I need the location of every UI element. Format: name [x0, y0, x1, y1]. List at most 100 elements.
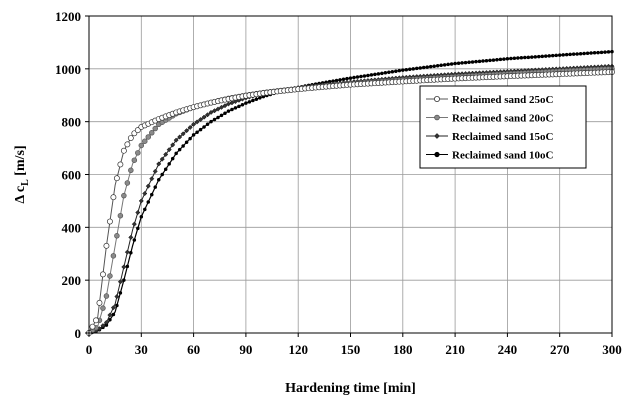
data-point [411, 67, 416, 71]
data-point [449, 62, 454, 66]
data-point [512, 56, 517, 61]
axis-ticks [85, 15, 613, 337]
data-point [251, 98, 255, 103]
data-point [156, 161, 162, 167]
legend-label: Reclaimed sand 20oC [452, 113, 554, 125]
y-tick-label: 800 [62, 115, 82, 130]
data-point [195, 130, 199, 134]
data-point [181, 144, 185, 148]
data-point [107, 273, 113, 279]
data-point [138, 198, 144, 204]
data-point [114, 293, 120, 300]
data-point [550, 53, 555, 58]
data-point [484, 58, 489, 63]
data-point [153, 185, 157, 189]
data-point [122, 278, 126, 282]
data-point [159, 156, 165, 162]
data-point [460, 61, 464, 65]
y-tick-label: 1200 [55, 9, 81, 24]
data-point [103, 293, 110, 299]
data-point [596, 50, 600, 55]
data-point [152, 168, 158, 174]
legend-label: Reclaimed sand 15oC [452, 131, 554, 143]
data-point [526, 55, 531, 60]
data-point [414, 66, 419, 71]
data-point [383, 71, 388, 75]
data-point [425, 65, 429, 69]
y-axis-title-subscript: L [20, 179, 31, 186]
data-point [142, 190, 148, 197]
y-tick-label: 1000 [55, 62, 81, 77]
data-point [125, 264, 130, 269]
data-point [150, 192, 154, 197]
legend-marker [434, 151, 440, 158]
x-tick-label: 30 [135, 342, 148, 357]
data-point [582, 51, 586, 56]
data-point [606, 50, 611, 54]
data-point [355, 75, 360, 79]
data-point [421, 65, 426, 70]
x-tick-label: 120 [288, 342, 308, 357]
data-point [509, 56, 513, 61]
data-point [474, 59, 478, 64]
data-point [135, 209, 141, 216]
y-tick-label: 400 [62, 220, 82, 235]
data-point [202, 125, 206, 129]
data-point [516, 56, 520, 60]
data-point [352, 75, 356, 80]
data-point [222, 103, 228, 109]
data-point [132, 238, 137, 242]
data-point [519, 56, 524, 60]
x-tick-labels: 0 30 60 90 120 150 180 210 240 270 300 [86, 342, 622, 357]
data-point [498, 57, 503, 62]
data-point [533, 55, 538, 59]
data-point [568, 52, 572, 57]
data-point [121, 192, 127, 199]
data-point [128, 234, 134, 240]
data-point [561, 53, 565, 57]
data-point [99, 271, 106, 278]
data-point [537, 54, 541, 59]
data-point [463, 60, 468, 65]
data-point [226, 109, 231, 113]
data-point [208, 109, 214, 115]
data-point [592, 51, 597, 55]
data-point [146, 200, 151, 204]
data-point [428, 64, 433, 69]
data-point [152, 125, 158, 132]
data-point [397, 68, 402, 73]
data-point [187, 124, 193, 131]
x-tick-label: 90 [239, 342, 252, 357]
data-point [442, 63, 447, 67]
data-point [523, 55, 527, 60]
data-point [599, 50, 604, 55]
data-point [143, 207, 147, 212]
data-point [201, 114, 207, 120]
data-point [446, 62, 450, 67]
x-tick-label: 0 [86, 342, 93, 357]
data-point [380, 71, 384, 76]
data-point [138, 142, 145, 149]
data-point [369, 73, 374, 77]
data-point [89, 323, 96, 330]
data-point [173, 137, 179, 143]
data-point [128, 167, 134, 174]
data-point [117, 161, 124, 168]
data-point [124, 180, 131, 186]
legend-item: Reclaimed sand 15oC [426, 131, 554, 143]
data-point [131, 221, 137, 227]
data-point [136, 226, 140, 231]
data-point [467, 60, 471, 65]
data-point [453, 61, 457, 66]
x-tick-label: 210 [445, 342, 465, 357]
data-point [418, 66, 422, 70]
data-point [156, 178, 161, 182]
data-point [198, 127, 203, 132]
data-point [578, 51, 583, 56]
y-axis-title-unit: [m/s] [13, 145, 28, 179]
legend-label: Reclaimed sand 10oC [452, 150, 554, 162]
data-point [149, 130, 155, 136]
data-point [96, 299, 103, 306]
data-point [142, 138, 148, 144]
data-point [198, 116, 204, 123]
